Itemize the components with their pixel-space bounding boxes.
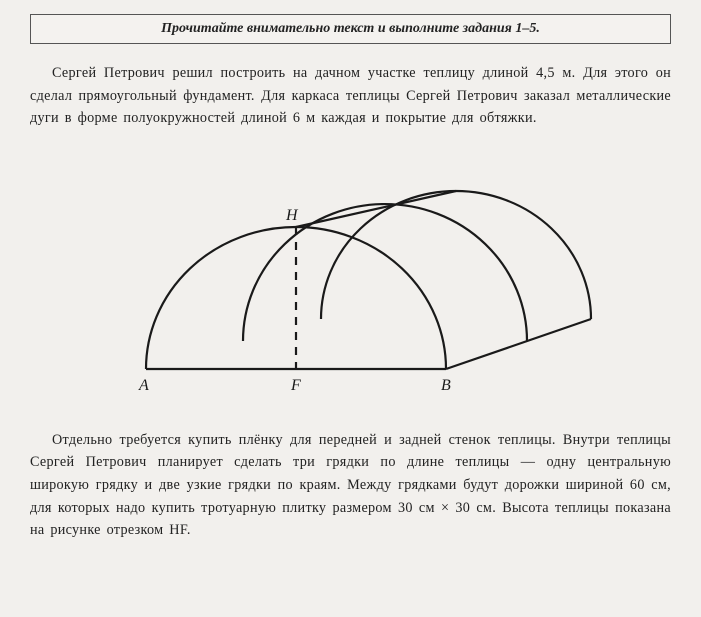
paragraph-1: Сергей Петрович решил построить на дачно… bbox=[30, 62, 671, 130]
greenhouse-figure: A F B H bbox=[30, 144, 671, 414]
paragraph-2: Отдельно требуется купить плёнку для пер… bbox=[30, 429, 671, 543]
instruction-box: Прочитайте внимательно текст и выполните… bbox=[30, 14, 671, 44]
greenhouse-svg: A F B H bbox=[91, 144, 611, 414]
label-F: F bbox=[290, 377, 301, 394]
label-B: B bbox=[441, 377, 451, 394]
label-A: A bbox=[138, 377, 149, 394]
label-H: H bbox=[285, 207, 299, 224]
instruction-text: Прочитайте внимательно текст и выполните… bbox=[161, 21, 540, 36]
